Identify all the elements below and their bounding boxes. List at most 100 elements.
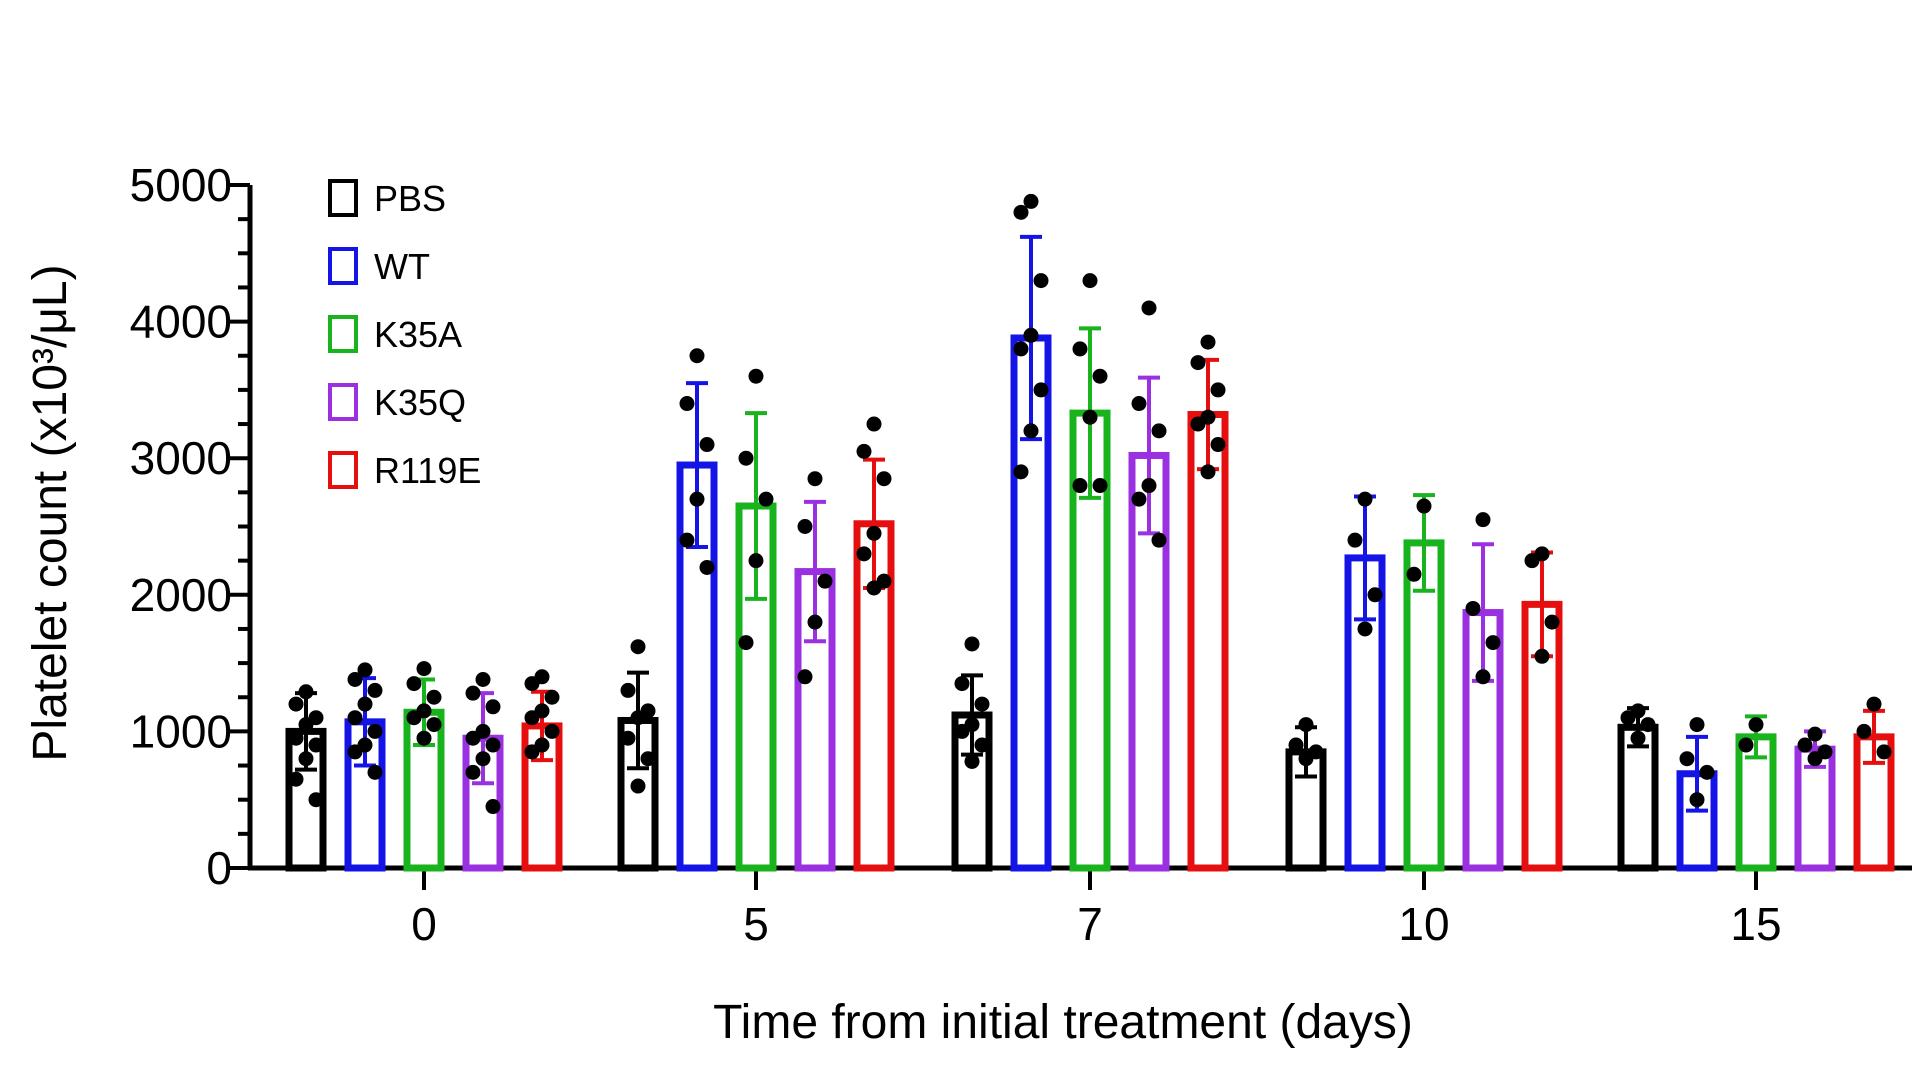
data-point: [1092, 478, 1108, 494]
data-point: [679, 396, 695, 412]
data-point: [347, 671, 363, 687]
data-point: [797, 519, 813, 534]
legend-label: PBS: [374, 178, 446, 219]
data-point: [1357, 491, 1373, 507]
data-point: [416, 730, 432, 746]
y-tick-label: 4000: [130, 296, 232, 348]
data-point: [1475, 512, 1491, 528]
data-point: [544, 689, 560, 705]
data-point: [856, 443, 872, 459]
data-point: [964, 753, 980, 769]
data-point: [1288, 737, 1304, 753]
data-point: [406, 710, 422, 726]
data-point: [974, 737, 990, 753]
data-point: [1072, 341, 1088, 357]
legend-label: K35A: [374, 314, 462, 355]
data-point: [1298, 751, 1314, 767]
data-point: [758, 491, 774, 507]
y-tick-label: 5000: [130, 159, 232, 211]
data-point: [1534, 648, 1550, 664]
data-point: [475, 751, 491, 767]
data-point: [1151, 532, 1167, 548]
data-point: [1033, 382, 1049, 398]
data-point: [1367, 587, 1383, 603]
legend: PBS WT K35A K35Q R119E: [328, 178, 481, 491]
x-axis-title: Time from initial treatment (days): [713, 996, 1413, 1049]
data-point: [288, 730, 304, 746]
data-point: [357, 696, 373, 712]
data-point: [465, 764, 481, 780]
data-point: [689, 491, 705, 507]
data-point: [367, 682, 383, 698]
data-point: [1210, 437, 1226, 453]
legend-swatch: [328, 383, 358, 421]
data-point: [288, 771, 304, 787]
data-point: [1190, 355, 1206, 371]
bar: [1521, 600, 1563, 872]
data-point: [630, 639, 646, 655]
data-point: [1357, 621, 1373, 637]
data-point: [699, 437, 715, 453]
data-point: [298, 717, 314, 733]
data-point: [1072, 478, 1088, 494]
legend-label: WT: [374, 246, 430, 287]
data-point: [288, 696, 304, 712]
x-tick-label: 5: [743, 898, 769, 950]
data-point: [1298, 717, 1314, 733]
data-point: [699, 559, 715, 575]
data-point: [1347, 532, 1363, 548]
data-point: [630, 710, 646, 726]
data-point: [1699, 764, 1715, 780]
data-point: [465, 730, 481, 746]
data-point: [1131, 491, 1147, 507]
legend-swatch: [328, 451, 358, 489]
bar: [1187, 410, 1229, 872]
data-point: [1082, 273, 1098, 289]
data-point: [856, 546, 872, 562]
data-point: [689, 348, 705, 364]
data-point: [817, 573, 833, 589]
data-point: [1620, 710, 1636, 726]
data-point: [866, 580, 882, 596]
data-point: [347, 744, 363, 760]
data-point: [954, 723, 970, 739]
bar: [1617, 723, 1659, 872]
data-point: [679, 532, 695, 548]
data-point: [1190, 416, 1206, 432]
data-point: [620, 730, 636, 746]
data-point: [1738, 737, 1754, 753]
data-point: [964, 636, 980, 652]
data-point: [1544, 614, 1560, 630]
legend-swatch: [328, 315, 358, 353]
data-point: [1679, 751, 1695, 767]
data-point: [426, 717, 442, 733]
bars-layer: [285, 234, 1895, 872]
data-point: [1082, 409, 1098, 425]
data-point: [544, 723, 560, 739]
bar: [735, 502, 777, 872]
data-point: [866, 525, 882, 541]
data-point: [1689, 717, 1705, 733]
data-point: [367, 723, 383, 739]
data-point: [807, 614, 823, 630]
data-point: [524, 744, 540, 760]
data-point: [1876, 744, 1892, 760]
data-point: [475, 671, 491, 687]
data-point: [620, 682, 636, 698]
data-point: [1013, 204, 1029, 220]
x-tick-label: 0: [411, 898, 437, 950]
data-point: [1866, 696, 1882, 712]
data-point: [465, 685, 481, 701]
points-layer: [288, 193, 1892, 815]
data-point: [1524, 553, 1540, 569]
data-point: [1630, 730, 1646, 746]
data-point: [298, 751, 314, 767]
data-point: [1475, 669, 1491, 685]
data-point: [974, 696, 990, 712]
data-point: [485, 799, 501, 815]
x-tick-label: 10: [1398, 898, 1449, 950]
data-point: [1023, 423, 1039, 439]
data-point: [524, 710, 540, 726]
y-tick-label: 3000: [130, 432, 232, 484]
data-point: [1748, 717, 1764, 733]
